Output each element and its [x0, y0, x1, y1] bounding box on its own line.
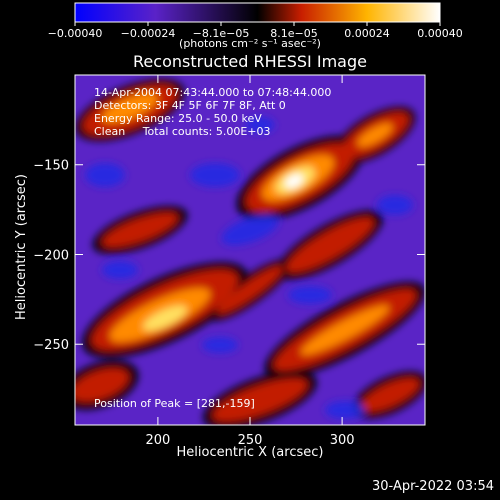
colorbar-tick-label: 0.00040 [417, 27, 463, 40]
x-tick-label: 300 [330, 433, 355, 448]
axis-ticks: 200 250 300 −150 −200 −250 [33, 75, 425, 448]
colorbar-tick-label: 0.00024 [344, 27, 390, 40]
colorbar-tick-label: −8.1e−05 [193, 27, 250, 40]
footer-timestamp: 30-Apr-2022 03:54 [372, 479, 494, 494]
peak-position-label: Position of Peak = [281,-159] [94, 397, 255, 410]
chart-title: Reconstructed RHESSI Image [133, 52, 367, 71]
annotation-time: 14-Apr-2004 07:43:44.000 to 07:48:44.000 [94, 86, 332, 99]
x-tick-label: 250 [238, 433, 263, 448]
colorbar-tick-label: −0.00040 [48, 27, 103, 40]
y-axis-label: Heliocentric Y (arcsec) [14, 174, 29, 320]
annotation-detectors: Detectors: 3F 4F 5F 6F 7F 8F, Att 0 [94, 99, 286, 112]
y-tick-label: −150 [33, 159, 69, 174]
colorbar-gradient [74, 2, 441, 23]
colorbar-unit: (photons cm⁻² s⁻¹ asec⁻²) [179, 37, 321, 50]
colorbar: −0.00040 −0.00024 −8.1e−05 8.1e−05 0.00024 0.… [48, 2, 463, 40]
colorbar-tick-label: −0.00024 [121, 27, 176, 40]
y-tick-label: −250 [33, 338, 69, 353]
colorbar-tick-label: 8.1e−05 [270, 27, 317, 40]
x-axis-label: Heliocentric X (arcsec) [176, 445, 324, 460]
x-tick-label: 200 [145, 433, 170, 448]
annotation-energy: Energy Range: 25.0 - 50.0 keV [94, 112, 262, 125]
y-tick-label: −200 [33, 248, 69, 263]
annotation-block: 14-Apr-2004 07:43:44.000 to 07:48:44.000… [94, 86, 331, 138]
heatmap-image [75, 75, 425, 425]
annotation-counts: Clean Total counts: 5.00E+03 [94, 125, 271, 138]
colorbar-ticks: −0.00040 −0.00024 −8.1e−05 8.1e−05 0.00024 0.… [48, 22, 463, 40]
